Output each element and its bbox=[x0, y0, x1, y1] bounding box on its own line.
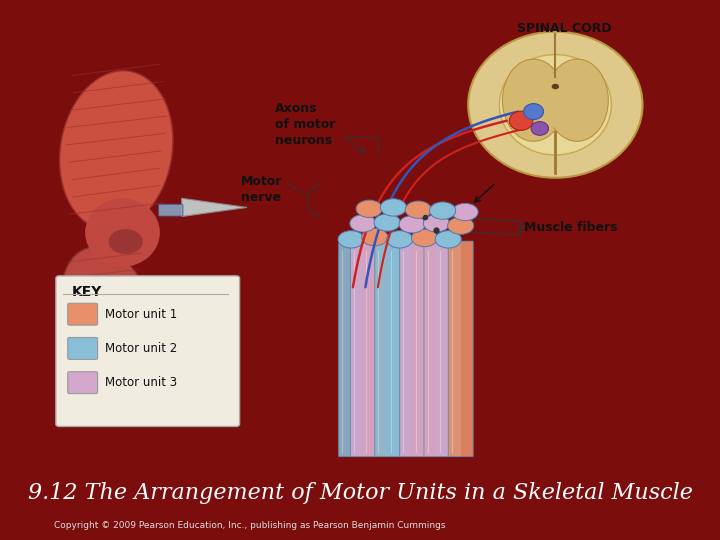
Ellipse shape bbox=[361, 228, 388, 246]
FancyBboxPatch shape bbox=[68, 372, 98, 394]
Ellipse shape bbox=[523, 104, 544, 119]
Ellipse shape bbox=[374, 214, 400, 231]
Ellipse shape bbox=[448, 217, 474, 234]
Ellipse shape bbox=[430, 202, 456, 219]
FancyBboxPatch shape bbox=[68, 303, 98, 325]
Ellipse shape bbox=[499, 55, 611, 155]
Text: 9.12 The Arrangement of Motor Units in a Skeletal Muscle: 9.12 The Arrangement of Motor Units in a… bbox=[27, 482, 693, 504]
Ellipse shape bbox=[350, 215, 376, 232]
Text: Muscle fibers: Muscle fibers bbox=[524, 221, 618, 234]
FancyBboxPatch shape bbox=[449, 241, 473, 456]
Ellipse shape bbox=[531, 122, 549, 136]
Ellipse shape bbox=[61, 247, 153, 373]
Ellipse shape bbox=[399, 215, 426, 233]
FancyBboxPatch shape bbox=[412, 241, 437, 456]
Ellipse shape bbox=[85, 198, 160, 267]
Ellipse shape bbox=[435, 231, 462, 248]
FancyBboxPatch shape bbox=[68, 338, 98, 360]
Polygon shape bbox=[181, 198, 247, 217]
Ellipse shape bbox=[546, 59, 608, 141]
Ellipse shape bbox=[509, 111, 533, 130]
Text: Copyright © 2009 Pearson Education, Inc., publishing as Pearson Benjamin Cumming: Copyright © 2009 Pearson Education, Inc.… bbox=[54, 521, 446, 530]
Ellipse shape bbox=[380, 199, 407, 216]
Ellipse shape bbox=[452, 204, 478, 221]
Ellipse shape bbox=[503, 59, 564, 141]
Ellipse shape bbox=[412, 230, 438, 247]
FancyBboxPatch shape bbox=[400, 241, 425, 456]
Ellipse shape bbox=[552, 84, 559, 89]
Text: KEY: KEY bbox=[71, 285, 102, 299]
Text: Axons
of motor
neurons: Axons of motor neurons bbox=[275, 103, 336, 147]
Ellipse shape bbox=[468, 32, 642, 178]
FancyBboxPatch shape bbox=[387, 241, 412, 456]
Text: Motor unit 3: Motor unit 3 bbox=[105, 376, 177, 389]
Ellipse shape bbox=[405, 201, 431, 218]
Ellipse shape bbox=[60, 71, 173, 230]
FancyBboxPatch shape bbox=[374, 241, 400, 456]
Text: Motor
nerve: Motor nerve bbox=[240, 176, 282, 205]
Text: Motor unit 1: Motor unit 1 bbox=[105, 308, 177, 321]
FancyBboxPatch shape bbox=[158, 204, 183, 216]
Text: SPINAL CORD: SPINAL CORD bbox=[518, 22, 612, 35]
Ellipse shape bbox=[536, 73, 574, 127]
FancyBboxPatch shape bbox=[436, 241, 461, 456]
FancyBboxPatch shape bbox=[351, 241, 375, 456]
Ellipse shape bbox=[338, 231, 364, 248]
Ellipse shape bbox=[109, 229, 143, 254]
FancyBboxPatch shape bbox=[362, 241, 387, 456]
Ellipse shape bbox=[423, 215, 449, 232]
Text: Motor unit 2: Motor unit 2 bbox=[105, 342, 177, 355]
FancyBboxPatch shape bbox=[424, 241, 449, 456]
Ellipse shape bbox=[356, 200, 382, 218]
FancyBboxPatch shape bbox=[338, 241, 364, 456]
Ellipse shape bbox=[387, 231, 413, 248]
FancyBboxPatch shape bbox=[56, 276, 240, 427]
